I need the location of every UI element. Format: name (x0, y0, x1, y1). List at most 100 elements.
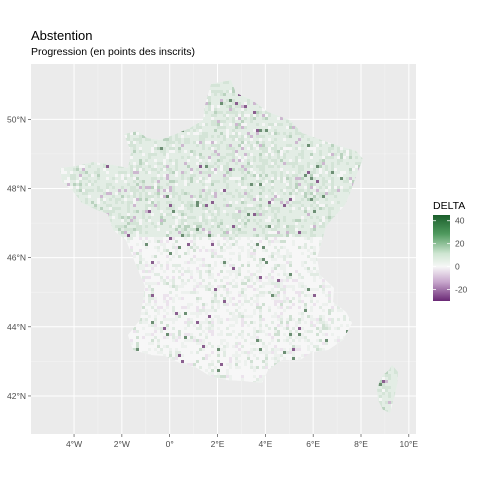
commune-cell (220, 159, 223, 162)
commune-cell (229, 144, 232, 147)
commune-cell (271, 117, 274, 120)
commune-cell (268, 129, 271, 132)
commune-cell (328, 219, 331, 222)
commune-cell (190, 129, 193, 132)
commune-cell (64, 168, 67, 171)
commune-cell (238, 117, 241, 120)
commune-cell (103, 165, 106, 168)
commune-cell (193, 195, 196, 198)
commune-cell (202, 195, 205, 198)
commune-cell (181, 174, 184, 177)
commune-cell (154, 195, 157, 198)
commune-cell (301, 210, 304, 213)
commune-cell (238, 150, 241, 153)
commune-cell (232, 201, 235, 204)
commune-cell (355, 159, 358, 162)
commune-cell (232, 114, 235, 117)
commune-cell (88, 168, 91, 171)
commune-cell (241, 153, 244, 156)
commune-cell (346, 174, 349, 177)
commune-cell (229, 96, 232, 99)
commune-cell (322, 177, 325, 180)
commune-cell (169, 180, 172, 183)
commune-cell (232, 126, 235, 129)
commune-cell (217, 183, 220, 186)
commune-cell (349, 159, 352, 162)
commune-cell (229, 117, 232, 120)
commune-cell (307, 177, 310, 180)
commune-cell (115, 174, 118, 177)
commune-cell (313, 213, 316, 216)
commune-cell (187, 156, 190, 159)
commune-cell (211, 153, 214, 156)
commune-cell (163, 210, 166, 213)
commune-cell (334, 195, 337, 198)
commune-cell (229, 108, 232, 111)
commune-cell (274, 183, 277, 186)
commune-cell (139, 147, 142, 150)
commune-cell (148, 216, 151, 219)
commune-cell (163, 192, 166, 195)
commune-cell (292, 189, 295, 192)
commune-cell (289, 138, 292, 141)
commune-cell (325, 192, 328, 195)
commune-cell (115, 189, 118, 192)
commune-cell (139, 168, 142, 171)
commune-cell (160, 159, 163, 162)
commune-cell (289, 168, 292, 171)
commune-cell (211, 162, 214, 165)
commune-cell (322, 144, 325, 147)
commune-cell (271, 201, 274, 204)
commune-cell (298, 189, 301, 192)
commune-cell (241, 108, 244, 111)
commune-cell (277, 141, 280, 144)
commune-cell (304, 144, 307, 147)
commune-cell (91, 189, 94, 192)
commune-cell (205, 138, 208, 141)
commune-cell (283, 135, 286, 138)
commune-cell (259, 213, 262, 216)
commune-cell (184, 180, 187, 183)
commune-cell (211, 114, 214, 117)
commune-cell (268, 150, 271, 153)
commune-cell (73, 168, 76, 171)
commune-cell (202, 189, 205, 192)
commune-cell (178, 156, 181, 159)
commune-cell (250, 219, 253, 222)
commune-cell (223, 213, 226, 216)
commune-cell (157, 153, 160, 156)
commune-cell (229, 198, 232, 201)
commune-cell (313, 177, 316, 180)
commune-cell (169, 207, 172, 210)
commune-cell (118, 168, 121, 171)
commune-cell (283, 153, 286, 156)
commune-cell (199, 156, 202, 159)
commune-cell (190, 174, 193, 177)
commune-cell (67, 168, 70, 171)
commune-cell (178, 153, 181, 156)
commune-cell (235, 126, 238, 129)
commune-cell (310, 135, 313, 138)
commune-cell (145, 216, 148, 219)
commune-cell (139, 150, 142, 153)
commune-cell (124, 180, 127, 183)
commune-cell (301, 150, 304, 153)
commune-cell (292, 192, 295, 195)
commune-cell (94, 180, 97, 183)
commune-cell (247, 210, 250, 213)
commune-cell (163, 219, 166, 222)
commune-cell (319, 147, 322, 150)
commune-cell (193, 186, 196, 189)
commune-cell (283, 138, 286, 141)
commune-cell (154, 201, 157, 204)
commune-cell (229, 99, 232, 102)
commune-cell (259, 186, 262, 189)
commune-cell (115, 180, 118, 183)
commune-cell (136, 153, 139, 156)
commune-cell (166, 153, 169, 156)
commune-cell (103, 207, 106, 210)
commune-cell (274, 168, 277, 171)
commune-cell (259, 216, 262, 219)
commune-cell (127, 192, 130, 195)
commune-cell (265, 117, 268, 120)
